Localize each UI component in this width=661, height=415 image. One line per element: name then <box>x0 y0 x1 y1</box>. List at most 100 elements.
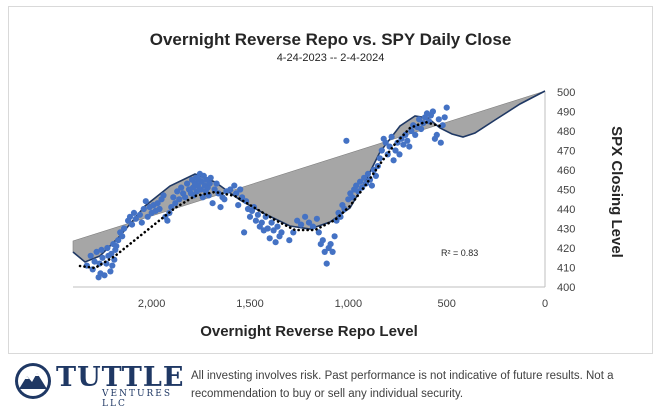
data-point <box>337 213 344 220</box>
y-tick-label: 500 <box>557 87 575 99</box>
data-point <box>404 137 411 144</box>
data-point <box>213 180 220 187</box>
data-point <box>207 174 214 181</box>
trend-fit-line <box>78 120 442 270</box>
data-point <box>274 223 281 230</box>
data-point <box>392 147 399 154</box>
data-point <box>319 237 326 244</box>
data-point <box>87 252 94 259</box>
logo-subtext: VENTURES LLC <box>102 389 173 409</box>
x-axis-title: Overnight Reverse Repo Level <box>200 323 418 340</box>
y-tick-label: 450 <box>557 185 575 197</box>
data-point <box>93 248 100 255</box>
data-point <box>99 254 106 261</box>
x-tick-label: 500 <box>437 298 455 310</box>
data-point <box>266 235 273 242</box>
data-point <box>400 141 407 148</box>
data-point <box>298 221 305 228</box>
data-point <box>176 196 183 203</box>
data-point <box>221 196 228 203</box>
data-point <box>144 213 151 220</box>
data-point <box>270 227 277 234</box>
data-point <box>390 157 397 164</box>
data-point <box>406 143 413 150</box>
data-point <box>217 204 224 211</box>
data-point <box>443 104 450 111</box>
data-point <box>402 131 409 138</box>
data-point <box>184 180 191 187</box>
data-point <box>174 188 181 195</box>
data-point <box>211 186 218 193</box>
data-point <box>231 182 238 189</box>
data-point <box>278 229 285 236</box>
tuttle-logo: TUTTLE VENTURES LLC <box>14 362 185 409</box>
data-point <box>416 116 423 123</box>
data-point <box>164 217 171 224</box>
data-point <box>138 219 145 226</box>
data-point <box>109 262 116 269</box>
data-point <box>241 229 248 236</box>
data-point <box>91 258 98 265</box>
y-tick-label: 470 <box>557 146 575 158</box>
data-point <box>132 215 139 222</box>
data-point <box>128 221 136 228</box>
data-point <box>361 174 368 181</box>
data-point <box>418 125 425 133</box>
data-point <box>396 151 403 158</box>
data-point <box>376 155 383 162</box>
data-point <box>272 239 279 246</box>
data-point <box>343 137 350 144</box>
logo-wordmark: TUTTLE <box>56 362 185 393</box>
data-point <box>154 200 161 207</box>
data-point <box>115 237 122 244</box>
data-point <box>315 229 322 236</box>
y-tick-label: 400 <box>557 282 575 294</box>
data-point <box>182 194 189 201</box>
data-point <box>172 200 179 207</box>
x-tick-label: 1,000 <box>335 298 363 310</box>
data-point <box>268 219 275 226</box>
data-point <box>309 223 316 230</box>
data-point <box>439 122 446 129</box>
y-axis-title: SPX Closing Level <box>608 126 625 258</box>
data-point <box>433 131 440 138</box>
mountain-logo-icon <box>15 363 51 399</box>
data-point <box>252 217 259 224</box>
data-point <box>382 139 389 146</box>
data-point <box>370 166 377 174</box>
data-point <box>323 260 330 267</box>
y-tick-label: 440 <box>557 204 575 216</box>
x-tick-label: 0 <box>542 298 548 310</box>
y-tick-label: 480 <box>557 126 575 138</box>
data-point <box>305 219 313 226</box>
data-point <box>357 178 364 185</box>
data-point <box>331 233 338 240</box>
data-point <box>178 184 185 191</box>
data-point <box>246 213 254 220</box>
data-point <box>302 213 309 220</box>
disclaimer-text: All investing involves risk. Past perfor… <box>191 370 614 400</box>
data-point <box>333 217 340 224</box>
data-point <box>412 131 419 138</box>
data-point <box>108 250 115 257</box>
shaded-deviation-area <box>72 90 546 263</box>
data-point <box>136 211 143 218</box>
data-point <box>429 108 436 115</box>
y-tick-label: 460 <box>557 165 575 177</box>
data-point <box>237 186 244 193</box>
r-squared-annotation: R² = 0.83 <box>441 248 478 258</box>
data-point <box>126 213 134 220</box>
data-point <box>437 139 444 146</box>
data-point <box>258 219 265 226</box>
data-point <box>264 225 271 232</box>
chart-title: Overnight Reverse Repo vs. SPY Daily Clo… <box>149 30 512 49</box>
y-tick-label: 490 <box>557 107 575 119</box>
data-point <box>130 209 138 216</box>
x-tick-label: 1,500 <box>236 298 264 310</box>
data-point <box>294 217 301 224</box>
y-tick-label: 430 <box>557 224 575 236</box>
data-point <box>140 205 147 213</box>
data-point <box>121 225 128 232</box>
data-point <box>321 248 328 255</box>
